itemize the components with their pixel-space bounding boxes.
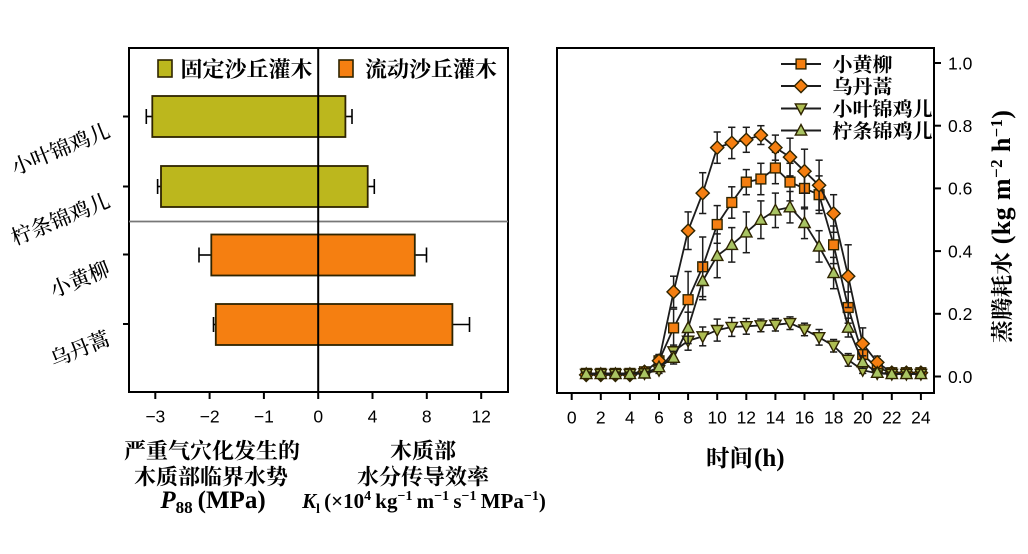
svg-text:4: 4 xyxy=(368,407,378,427)
svg-text:22: 22 xyxy=(882,408,901,428)
svg-text:0.8: 0.8 xyxy=(948,116,972,136)
svg-text:0: 0 xyxy=(313,407,323,427)
svg-text:18: 18 xyxy=(824,408,843,428)
svg-text:20: 20 xyxy=(853,408,873,428)
svg-text:10: 10 xyxy=(707,408,727,428)
svg-text:0.6: 0.6 xyxy=(948,179,972,199)
svg-text:2: 2 xyxy=(596,408,606,428)
svg-text:−2: −2 xyxy=(200,407,220,427)
svg-text:0: 0 xyxy=(567,408,577,428)
svg-text:−3: −3 xyxy=(145,407,165,427)
svg-text:0.2: 0.2 xyxy=(948,304,972,324)
svg-text:P88 (MPa): P88 (MPa) xyxy=(159,487,265,517)
svg-text:−1: −1 xyxy=(254,407,274,427)
svg-text:8: 8 xyxy=(683,408,693,428)
svg-text:Kl (×104 kg−1 m−1 s−1 MPa−1): Kl (×104 kg−1 m−1 s−1 MPa−1) xyxy=(301,489,546,516)
svg-text:12: 12 xyxy=(471,407,490,427)
svg-text:0.0: 0.0 xyxy=(948,367,973,387)
svg-text:16: 16 xyxy=(795,408,814,428)
svg-text:14: 14 xyxy=(766,408,786,428)
svg-text:6: 6 xyxy=(654,408,664,428)
svg-text:(kg m−2 h−1): (kg m−2 h−1) xyxy=(987,110,1016,245)
svg-text:4: 4 xyxy=(625,408,635,428)
svg-text:8: 8 xyxy=(422,407,432,427)
svg-text:(h): (h) xyxy=(754,445,785,472)
svg-text:12: 12 xyxy=(737,408,756,428)
svg-text:0.4: 0.4 xyxy=(948,241,973,261)
svg-text:1.0: 1.0 xyxy=(948,53,973,73)
svg-text:24: 24 xyxy=(911,408,931,428)
